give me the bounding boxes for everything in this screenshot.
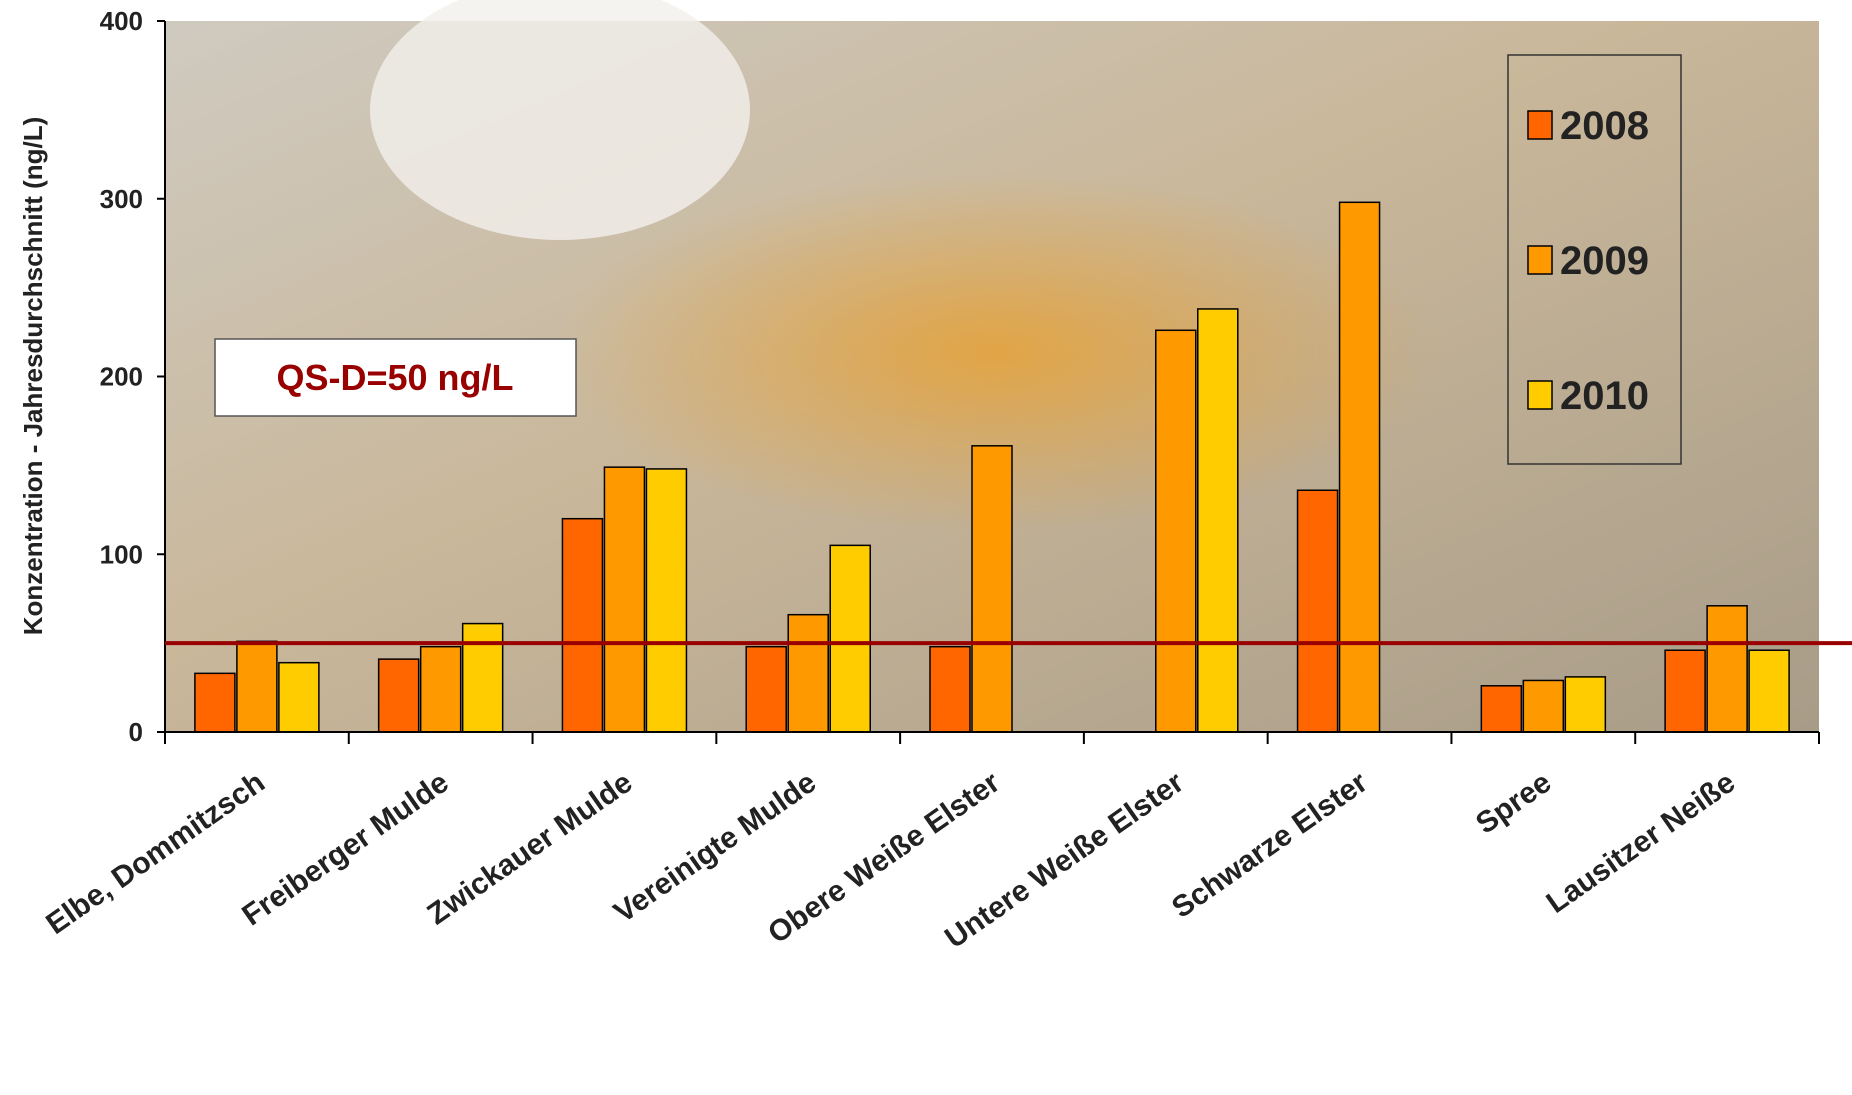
threshold-label-box <box>214 338 577 417</box>
bar <box>929 645 971 733</box>
bar <box>461 622 504 733</box>
legend-swatch <box>1527 110 1553 140</box>
legend-swatch <box>1527 380 1553 410</box>
bar <box>1706 605 1748 733</box>
legend-label: 2009 <box>1560 239 1649 283</box>
bar <box>1338 201 1381 733</box>
bar <box>1197 308 1239 733</box>
y-tick-label: 200 <box>100 362 143 392</box>
bar <box>419 645 462 733</box>
bar <box>745 645 787 733</box>
legend-swatch <box>1527 245 1553 275</box>
bar <box>1664 649 1706 733</box>
y-tick-label: 0 <box>129 717 143 747</box>
x-tick-label: Lausitzer Neiße <box>1541 766 1742 920</box>
legend-label: 2008 <box>1560 104 1649 148</box>
legend-box <box>1507 54 1682 465</box>
bar <box>787 613 829 733</box>
bar <box>1522 679 1565 733</box>
x-tick-label: Schwarze Elster <box>1166 766 1374 925</box>
bar <box>1480 685 1523 733</box>
bar <box>278 661 320 733</box>
background-photo <box>370 0 750 240</box>
x-tick-label: Spree <box>1470 766 1557 841</box>
y-tick-label: 100 <box>100 539 143 569</box>
bar <box>1564 676 1607 733</box>
bar <box>1296 489 1339 733</box>
y-axis-title: Konzentration - Jahresdurchschnitt (ng/L… <box>18 117 48 636</box>
threshold-label: QS-D=50 ng/L <box>276 357 513 398</box>
bar <box>236 640 278 733</box>
bar <box>603 466 646 733</box>
bar <box>1748 649 1790 733</box>
bar <box>1155 329 1197 733</box>
bar <box>377 658 420 733</box>
bar <box>971 445 1013 733</box>
bar <box>645 468 688 733</box>
bar <box>561 517 604 733</box>
bar <box>829 544 871 733</box>
x-tick-label: Zwickauer Mulde <box>422 766 639 932</box>
x-tick-label: Elbe, Dommitzsch <box>40 766 271 941</box>
legend-label: 2010 <box>1560 374 1649 418</box>
y-tick-label: 300 <box>100 184 143 214</box>
y-tick-label: 400 <box>100 6 143 36</box>
bar <box>194 672 236 733</box>
